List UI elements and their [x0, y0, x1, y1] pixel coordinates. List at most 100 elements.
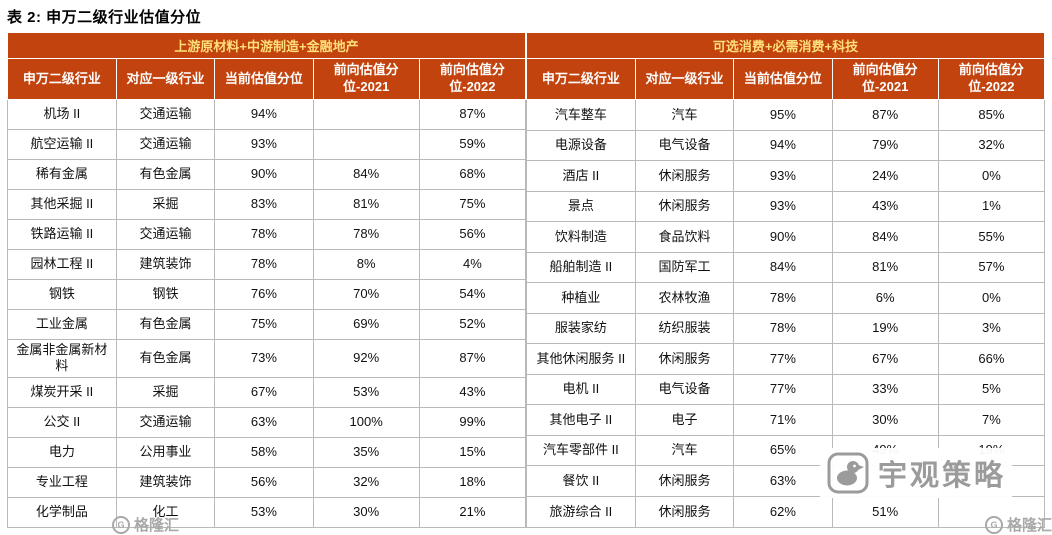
percentile-value-cell: 85% [937, 99, 1046, 131]
parent-industry-cell: 交通运输 [115, 406, 216, 438]
site-logo-icon: G [984, 515, 1003, 534]
column-header-industry: 申万二级行业 [7, 58, 117, 100]
percentile-value-cell: 77% [733, 343, 833, 375]
table-row: 其他电子 II 电子 71% 30% 7% [526, 404, 1046, 436]
table-row: 电源设备 电气设备 94% 79% 32% [526, 129, 1046, 162]
percentile-value-cell: 43% [418, 376, 527, 408]
site-watermark-text: 格隆汇 [1006, 517, 1052, 534]
table-row: 机场 II 交通运输 94% 87% [7, 99, 527, 130]
page-title: 表 2: 申万二级行业估值分位 [7, 9, 202, 26]
percentile-value-cell: 15% [418, 436, 527, 468]
site-watermark-left: G 格隆汇 [112, 514, 179, 535]
percentile-value-cell: 54% [418, 279, 527, 310]
percentile-value-cell: 43% [831, 190, 939, 223]
percentile-value-cell: 81% [831, 251, 939, 284]
parent-industry-cell: 汽车 [634, 99, 735, 131]
table-row: 稀有金属 有色金属 90% 84% 68% [7, 159, 527, 190]
brand-watermark: 宇观策略 [819, 448, 1012, 498]
percentile-value-cell: 62% [733, 495, 833, 528]
percentile-value-cell: 52% [418, 309, 527, 340]
parent-industry-cell: 建筑装饰 [115, 466, 216, 498]
percentile-value-cell: 84% [312, 159, 420, 190]
percentile-value-cell: 56% [418, 219, 527, 250]
percentile-value-cell: 18% [418, 466, 527, 498]
valuation-tables: 上游原材料+中游制造+金融地产 申万二级行业 对应一级行业 当前估值分位 前向估… [7, 32, 1046, 528]
parent-industry-cell: 电子 [634, 404, 735, 436]
percentile-value-cell: 77% [733, 373, 833, 406]
parent-industry-cell: 采掘 [115, 189, 216, 220]
parent-industry-cell: 休闲服务 [634, 160, 735, 192]
industry-cell: 铁路运输 II [7, 219, 117, 250]
percentile-value-cell: 56% [214, 466, 314, 498]
industry-cell: 种植业 [526, 282, 636, 314]
table-row: 汽车整车 汽车 95% 87% 85% [526, 99, 1046, 131]
column-header-forward-2021: 前向估值分位-2021 [831, 58, 939, 100]
table-row: 金属非金属新材料 有色金属 73% 92% 87% [7, 339, 527, 378]
percentile-value-cell: 65% [733, 434, 833, 467]
percentile-value-cell: 95% [733, 99, 833, 131]
industry-cell: 电源设备 [526, 129, 636, 162]
table-row: 船舶制造 II 国防军工 84% 81% 57% [526, 251, 1046, 284]
parent-industry-cell: 有色金属 [115, 309, 216, 340]
percentile-value-cell: 30% [312, 496, 420, 528]
column-header-forward-2022: 前向估值分位-2022 [937, 58, 1046, 100]
percentile-value-cell: 73% [214, 339, 314, 378]
percentile-value-cell: 71% [733, 404, 833, 436]
group-header-upstream: 上游原材料+中游制造+金融地产 [7, 32, 526, 59]
industry-cell: 旅游综合 II [526, 495, 636, 528]
percentile-value-cell: 19% [831, 312, 939, 345]
brand-watermark-text: 宇观策略 [877, 460, 1006, 492]
percentile-value-cell: 78% [733, 282, 833, 314]
percentile-value-cell: 100% [312, 406, 420, 438]
table-row: 饮料制造 食品饮料 90% 84% 55% [526, 221, 1046, 253]
percentile-value-cell: 93% [214, 129, 314, 160]
percentile-value-cell: 6% [831, 282, 939, 314]
percentile-value-cell: 75% [418, 189, 527, 220]
industry-cell: 电机 II [526, 373, 636, 406]
parent-industry-cell: 休闲服务 [634, 190, 735, 223]
parent-industry-cell: 交通运输 [115, 219, 216, 250]
table-row: 其他休闲服务 II 休闲服务 77% 67% 66% [526, 343, 1046, 375]
industry-cell: 船舶制造 II [526, 251, 636, 284]
percentile-value-cell: 24% [831, 160, 939, 192]
percentile-value-cell: 84% [831, 221, 939, 253]
parent-industry-cell: 食品饮料 [634, 221, 735, 253]
percentile-value-cell: 76% [214, 279, 314, 310]
percentile-value-cell: 78% [312, 219, 420, 250]
percentile-value-cell: 55% [937, 221, 1046, 253]
percentile-value-cell: 67% [214, 376, 314, 408]
site-logo-icon: G [112, 515, 130, 534]
percentile-value-cell: 3% [937, 312, 1046, 345]
table-row: 酒店 II 休闲服务 93% 24% 0% [526, 160, 1046, 192]
industry-cell: 餐饮 II [526, 465, 636, 497]
industry-cell: 公交 II [7, 406, 117, 438]
percentile-value-cell: 30% [831, 404, 939, 436]
percentile-value-cell: 90% [214, 159, 314, 190]
percentile-value-cell: 53% [312, 376, 420, 408]
percentile-value-cell: 63% [733, 465, 833, 497]
industry-cell: 金属非金属新材料 [7, 339, 117, 378]
percentile-value-cell: 58% [214, 436, 314, 468]
table-row: 园林工程 II 建筑装饰 78% 8% 4% [7, 249, 527, 280]
table-row: 电机 II 电气设备 77% 33% 5% [526, 373, 1046, 406]
table-row: 公交 II 交通运输 63% 100% 99% [7, 406, 527, 438]
table-row: 电力 公用事业 58% 35% 15% [7, 436, 527, 468]
percentile-value-cell: 63% [214, 406, 314, 438]
column-header-current-percentile: 当前估值分位 [733, 58, 833, 100]
percentile-value-cell: 69% [312, 309, 420, 340]
parent-industry-cell: 有色金属 [115, 159, 216, 190]
industry-cell: 化学制品 [7, 496, 117, 528]
industry-cell: 汽车整车 [526, 99, 636, 131]
percentile-value-cell: 87% [418, 339, 527, 378]
brand-bird-logo-icon [826, 451, 870, 495]
industry-cell: 专业工程 [7, 466, 117, 498]
percentile-value-cell: 93% [733, 190, 833, 223]
table-row: 钢铁 钢铁 76% 70% 54% [7, 279, 527, 310]
site-watermark-text: 格隆汇 [134, 517, 180, 534]
parent-industry-cell: 钢铁 [115, 279, 216, 310]
percentile-value-cell: 81% [312, 189, 420, 220]
parent-industry-cell: 化工 [115, 496, 216, 528]
industry-cell: 饮料制造 [526, 221, 636, 253]
percentile-value-cell: 5% [937, 373, 1046, 406]
percentile-value-cell: 53% [214, 496, 314, 528]
